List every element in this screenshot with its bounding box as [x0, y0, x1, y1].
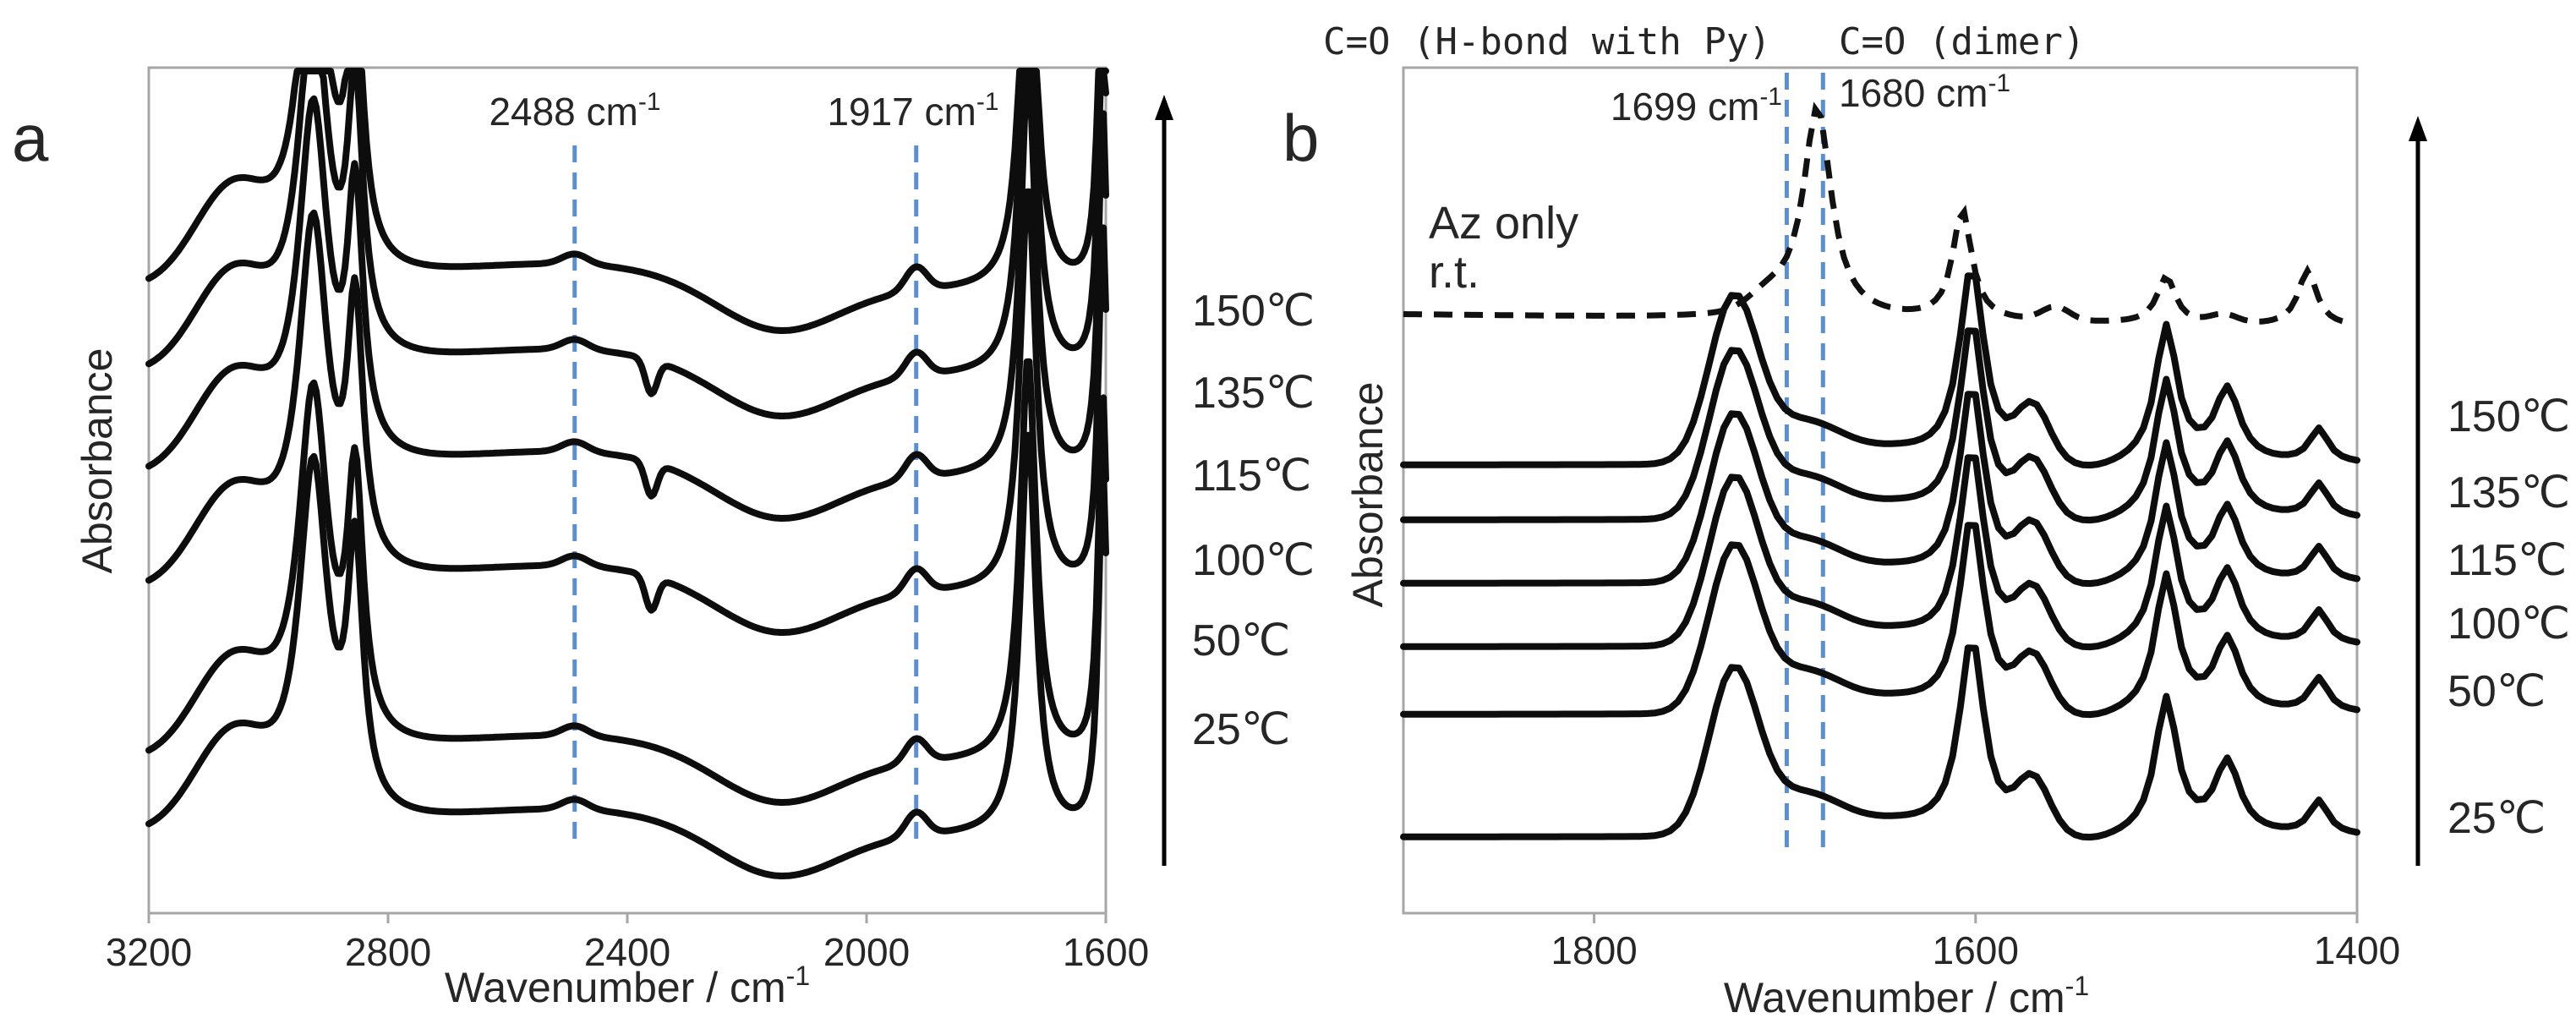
spectrum-25C — [1400, 644, 2360, 841]
panel-b-plot-frame — [1402, 66, 2359, 915]
spectrum-135C — [1400, 327, 2360, 524]
panel-a-ylabel: Absorbance — [74, 348, 121, 574]
spectrum-100C — [145, 188, 1109, 636]
marker-label-2488: 2488 cm-1 — [489, 88, 660, 134]
x-tick-label: 1600 — [1933, 928, 2019, 972]
temp-label-135C: 135℃ — [2447, 468, 2570, 517]
panel-a-label: a — [12, 101, 49, 175]
reference-label-line2: r.t. — [1429, 247, 1479, 298]
temp-label-115C: 115℃ — [2447, 536, 2567, 585]
x-tick-label: 3200 — [106, 930, 192, 974]
panel-a-arrow-head — [1155, 95, 1173, 120]
temp-label-150C: 150℃ — [1192, 287, 1315, 336]
spectrum-115C — [1400, 391, 2360, 588]
temp-label-100C: 100℃ — [2447, 599, 2570, 649]
annotation-dimer: C=O (dimer) — [1839, 20, 2085, 63]
panel-b-label: b — [1283, 101, 1319, 175]
x-tick-label: 1600 — [1063, 930, 1149, 974]
spectrum-25C — [145, 431, 1109, 879]
spectrum-50C — [145, 358, 1109, 806]
x-tick-label: 1400 — [2314, 928, 2400, 972]
x-tick-label: 1800 — [1551, 928, 1637, 972]
az-only-reference-spectrum — [1403, 101, 2354, 326]
x-tick-label: 2400 — [584, 930, 670, 974]
panel-b-ylabel: Absorbance — [1344, 382, 1392, 608]
temp-label-50C: 50℃ — [2447, 667, 2546, 716]
annotation-hbond-py: C=O (H-bond with Py) — [1323, 20, 1771, 63]
spectrum-135C — [145, 68, 1109, 419]
spectrum-50C — [1400, 522, 2360, 719]
temp-label-25C: 25℃ — [2447, 794, 2546, 843]
temp-label-135C: 135℃ — [1192, 369, 1315, 418]
panel-b: b C=O (H-bond with Py) C=O (dimer) 1699 … — [1283, 20, 2570, 1021]
panel-b-arrow-head — [2409, 116, 2427, 141]
temp-label-100C: 100℃ — [1192, 536, 1315, 585]
spectrum-100C — [1400, 454, 2360, 651]
marker-label-1699: 1699 cm-1 — [1611, 83, 1782, 129]
x-tick-label: 2800 — [345, 930, 431, 974]
marker-label-1917: 1917 cm-1 — [827, 88, 998, 134]
marker-label-1680: 1680 cm-1 — [1839, 69, 2010, 115]
temp-label-50C: 50℃ — [1192, 616, 1290, 665]
panel-a: a 2488 cm-1 1917 cm-1 3200 2800 2400 2000 160… — [12, 66, 1315, 1011]
x-tick-label: 2000 — [823, 930, 910, 974]
temp-label-150C: 150℃ — [2447, 392, 2570, 441]
spectrum-150C — [1400, 272, 2360, 469]
temp-label-115C: 115℃ — [1192, 452, 1311, 501]
panel-a-xlabel: Wavenumber / cm-1 — [445, 961, 810, 1011]
temp-label-25C: 25℃ — [1192, 705, 1290, 754]
spectrum-115C — [145, 74, 1109, 522]
panel-b-xlabel: Wavenumber / cm-1 — [1724, 971, 2089, 1021]
reference-label-line1: Az only — [1429, 198, 1578, 249]
